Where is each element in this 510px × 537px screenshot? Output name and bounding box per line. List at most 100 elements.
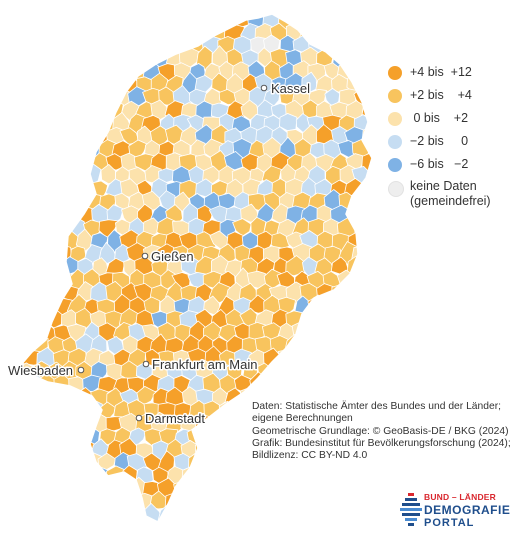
municipality-cell: [23, 453, 44, 474]
municipality-cell: [204, 481, 222, 498]
municipality-cell: [58, 14, 81, 18]
source-line: Geometrische Grundlage: © GeoBasis-DE / …: [252, 425, 509, 437]
legend-item-slight-negative: −2 bis 0: [388, 133, 508, 156]
municipality-cell: [329, 310, 349, 330]
municipality-cell: [83, 479, 101, 498]
municipality-cell: [135, 45, 155, 70]
legend-label: +2 bis +4: [410, 88, 472, 102]
municipality-cell: [20, 150, 36, 173]
municipality-cell: [20, 139, 29, 160]
municipality-cell: [338, 323, 357, 345]
municipality-cell: [314, 361, 333, 382]
municipality-cell: [361, 14, 372, 18]
municipality-cell: [361, 258, 372, 277]
municipality-cell: [362, 180, 372, 199]
city-label-kassel: Kassel: [271, 81, 310, 96]
municipality-cell: [165, 23, 183, 43]
legend-swatch: [388, 66, 402, 80]
municipality-cell: [99, 14, 117, 31]
municipality-cell: [217, 450, 239, 473]
municipality-cell: [141, 34, 163, 58]
municipality-cell: [37, 424, 59, 449]
municipality-cell: [29, 491, 49, 510]
source-line: eigene Berechnungen: [252, 413, 353, 425]
municipality-cell: [51, 218, 72, 238]
municipality-cell: [255, 490, 274, 511]
municipality-cell: [226, 520, 245, 522]
municipality-cell: [368, 502, 372, 522]
city-marker-frankfurt: Frankfurt am Main: [142, 356, 259, 374]
municipality-cell: [113, 34, 134, 53]
municipality-cell: [352, 296, 372, 316]
municipality-cell: [344, 466, 363, 489]
municipality-cell: [119, 14, 139, 16]
municipality-cell: [31, 414, 51, 432]
municipality-cell: [44, 464, 63, 487]
municipality-cell: [123, 516, 140, 522]
municipality-cell: [300, 466, 318, 486]
municipality-cell: [30, 466, 49, 488]
municipality-cell: [89, 466, 110, 486]
municipality-cell: [309, 478, 327, 498]
legend-item-no-data: keine Daten (gemeindefrei): [388, 179, 508, 213]
municipality-cell: [38, 112, 58, 131]
municipality-cell: [20, 493, 35, 512]
municipality-cell: [323, 375, 342, 394]
municipality-cell: [367, 320, 372, 342]
municipality-cell: [23, 428, 43, 446]
city-marker-wiesbaden: Wiesbaden: [7, 362, 85, 380]
municipality-cell: [284, 363, 304, 382]
municipality-cell: [368, 347, 372, 369]
municipality-cell: [68, 61, 86, 82]
municipality-cell: [97, 35, 118, 54]
municipality-cell: [76, 101, 95, 122]
municipality-cell: [181, 14, 201, 17]
municipality-cell: [337, 479, 357, 502]
municipality-cell: [20, 191, 27, 213]
municipality-cell: [44, 440, 66, 463]
municipality-cell: [46, 232, 64, 250]
legend-label: +4 bis +12: [410, 65, 472, 79]
municipality-cell: [39, 60, 58, 82]
municipality-cell: [61, 179, 81, 200]
municipality-cell: [53, 89, 72, 106]
municipality-cell: [361, 309, 372, 329]
municipality-cell: [233, 428, 252, 449]
municipality-cell: [291, 374, 314, 395]
municipality-cell: [315, 519, 336, 522]
municipality-cell: [76, 516, 95, 522]
municipality-cell: [20, 387, 32, 406]
logo-main-line: DEMOGRAFIE: [424, 503, 510, 517]
logo-sub-line: PORTAL: [424, 517, 475, 529]
municipality-cell: [195, 14, 214, 15]
municipality-cell: [224, 467, 245, 487]
municipality-cell: [20, 453, 26, 471]
legend-item-neutral: 0 bis +2: [388, 110, 508, 133]
municipality-cell: [28, 47, 50, 70]
municipality-cell: [75, 412, 94, 434]
municipality-cell: [346, 494, 366, 512]
municipality-cell: [300, 336, 320, 358]
municipality-cell: [369, 192, 372, 212]
municipality-cell: [278, 502, 296, 522]
municipality-cell: [321, 504, 343, 522]
municipality-cell: [227, 415, 245, 434]
legend-label: 0 bis +2: [410, 111, 469, 125]
municipality-cell: [346, 20, 365, 40]
source-line: Daten: Statistische Ämter des Bundes und…: [252, 401, 501, 412]
legend-item-negative: −6 bis −2: [388, 156, 508, 179]
municipality-cell: [53, 37, 72, 57]
municipality-cell: [38, 165, 57, 185]
municipality-cell: [203, 505, 224, 522]
municipality-cell: [157, 14, 178, 30]
municipality-cell: [67, 453, 86, 472]
municipality-cell: [361, 337, 372, 356]
municipality-cell: [91, 491, 110, 511]
municipality-cell: [276, 477, 297, 498]
municipality-cell: [369, 217, 372, 241]
municipality-cell: [112, 14, 130, 30]
municipality-cell: [20, 14, 29, 29]
municipality-cell: [367, 478, 372, 500]
municipality-cell: [269, 464, 291, 486]
municipality-cell: [301, 361, 320, 381]
